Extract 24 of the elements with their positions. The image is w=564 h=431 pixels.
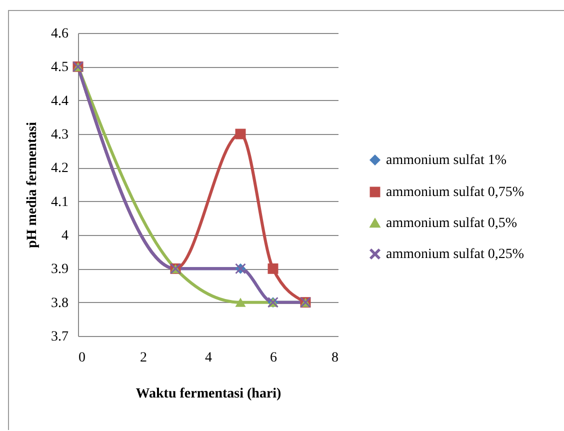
point [268,263,278,274]
y-tick-label: 4.4 [51,94,68,109]
legend-label: ammonium sulfat 0,25% [386,247,524,262]
y-tick-label: 4.2 [51,161,68,176]
y-axis-title: pH media fermentasi [25,122,40,248]
y-tick-label: 4.3 [51,128,68,142]
legend-label: ammonium sulfat 0,75% [386,185,524,200]
legend-label: ammonium sulfat 0,5% [386,216,518,231]
x-tick-label: 8 [332,350,338,366]
y-tick-label: 4.5 [51,60,68,76]
x-tick-label: 2 [140,350,147,366]
y-tick-label: 4.1 [51,194,68,210]
y-tick-label: 3.9 [51,262,68,278]
x-axis-title: Waktu fermentasi (hari) [136,386,282,402]
y-tick-label: 3.8 [51,296,68,311]
x-tick-label: 0 [78,350,86,366]
x-tick-label: 4 [205,350,212,366]
x-tick-label: 6 [270,350,277,366]
y-tick-label: 4.6 [51,26,68,42]
legend-label: ammonium sulfat 1% [386,153,507,168]
point [235,128,246,140]
point [235,298,246,307]
y-tick-label: 4 [62,228,68,244]
y-tick-label: 3.7 [51,330,68,344]
